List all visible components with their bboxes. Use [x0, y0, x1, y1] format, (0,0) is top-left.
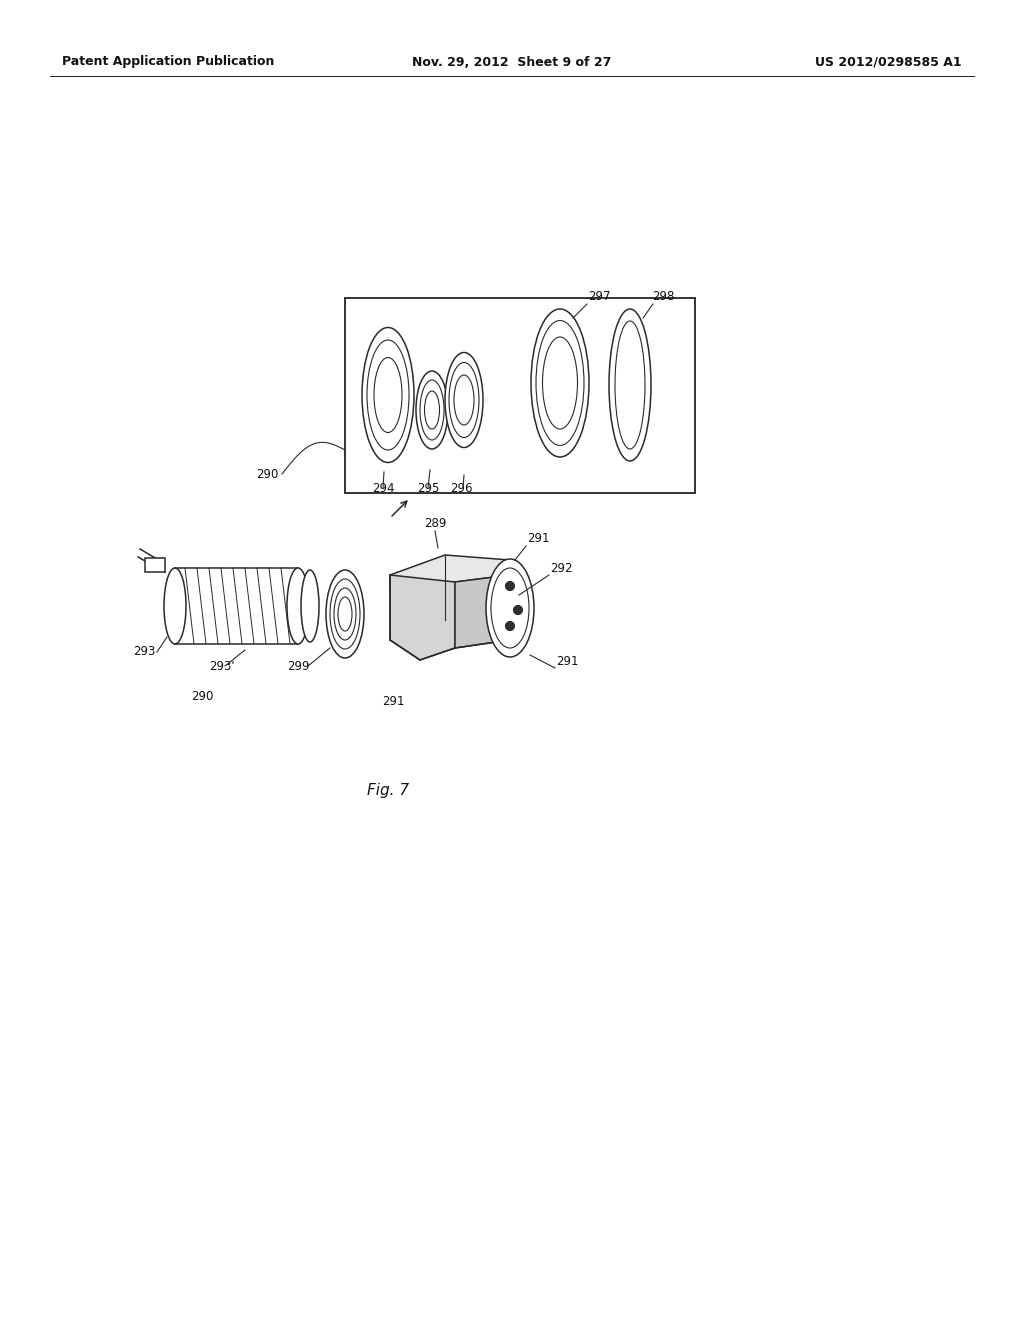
- Ellipse shape: [445, 352, 483, 447]
- Ellipse shape: [543, 337, 578, 429]
- Polygon shape: [390, 554, 510, 590]
- Ellipse shape: [531, 309, 589, 457]
- Circle shape: [506, 582, 514, 590]
- Polygon shape: [390, 576, 455, 660]
- Ellipse shape: [416, 371, 449, 449]
- Ellipse shape: [362, 327, 414, 462]
- Text: 291: 291: [527, 532, 550, 545]
- Ellipse shape: [334, 587, 356, 640]
- Text: Patent Application Publication: Patent Application Publication: [62, 55, 274, 69]
- Text: 293: 293: [133, 645, 155, 657]
- Ellipse shape: [374, 358, 402, 433]
- Ellipse shape: [301, 570, 319, 642]
- Ellipse shape: [330, 579, 360, 649]
- Ellipse shape: [490, 568, 529, 648]
- Text: 291: 291: [556, 655, 579, 668]
- Text: 292: 292: [550, 562, 572, 576]
- Ellipse shape: [326, 570, 364, 657]
- Circle shape: [506, 622, 514, 631]
- Ellipse shape: [287, 568, 309, 644]
- Text: 297: 297: [588, 290, 610, 304]
- Polygon shape: [145, 558, 165, 572]
- Circle shape: [513, 606, 522, 615]
- Ellipse shape: [164, 568, 186, 644]
- Ellipse shape: [449, 363, 479, 437]
- Bar: [345, 298, 695, 492]
- Ellipse shape: [338, 597, 352, 631]
- Text: 295: 295: [417, 482, 439, 495]
- Ellipse shape: [454, 375, 474, 425]
- Ellipse shape: [536, 321, 584, 446]
- Text: 296: 296: [450, 482, 472, 495]
- Text: Fig. 7: Fig. 7: [367, 783, 409, 799]
- Ellipse shape: [609, 309, 651, 461]
- Text: 289: 289: [424, 517, 446, 531]
- Polygon shape: [175, 568, 298, 644]
- Text: 293': 293': [209, 660, 234, 673]
- Text: US 2012/0298585 A1: US 2012/0298585 A1: [815, 55, 962, 69]
- Text: Nov. 29, 2012  Sheet 9 of 27: Nov. 29, 2012 Sheet 9 of 27: [413, 55, 611, 69]
- Text: 290: 290: [256, 469, 279, 480]
- Text: 290: 290: [190, 690, 213, 704]
- Ellipse shape: [486, 558, 534, 657]
- Ellipse shape: [615, 321, 645, 449]
- Text: 298: 298: [652, 290, 675, 304]
- Text: 291: 291: [382, 696, 404, 708]
- Ellipse shape: [425, 391, 439, 429]
- Polygon shape: [455, 576, 510, 648]
- Text: 299: 299: [287, 660, 309, 673]
- Ellipse shape: [420, 380, 444, 440]
- Ellipse shape: [367, 341, 409, 450]
- Text: 294: 294: [372, 482, 394, 495]
